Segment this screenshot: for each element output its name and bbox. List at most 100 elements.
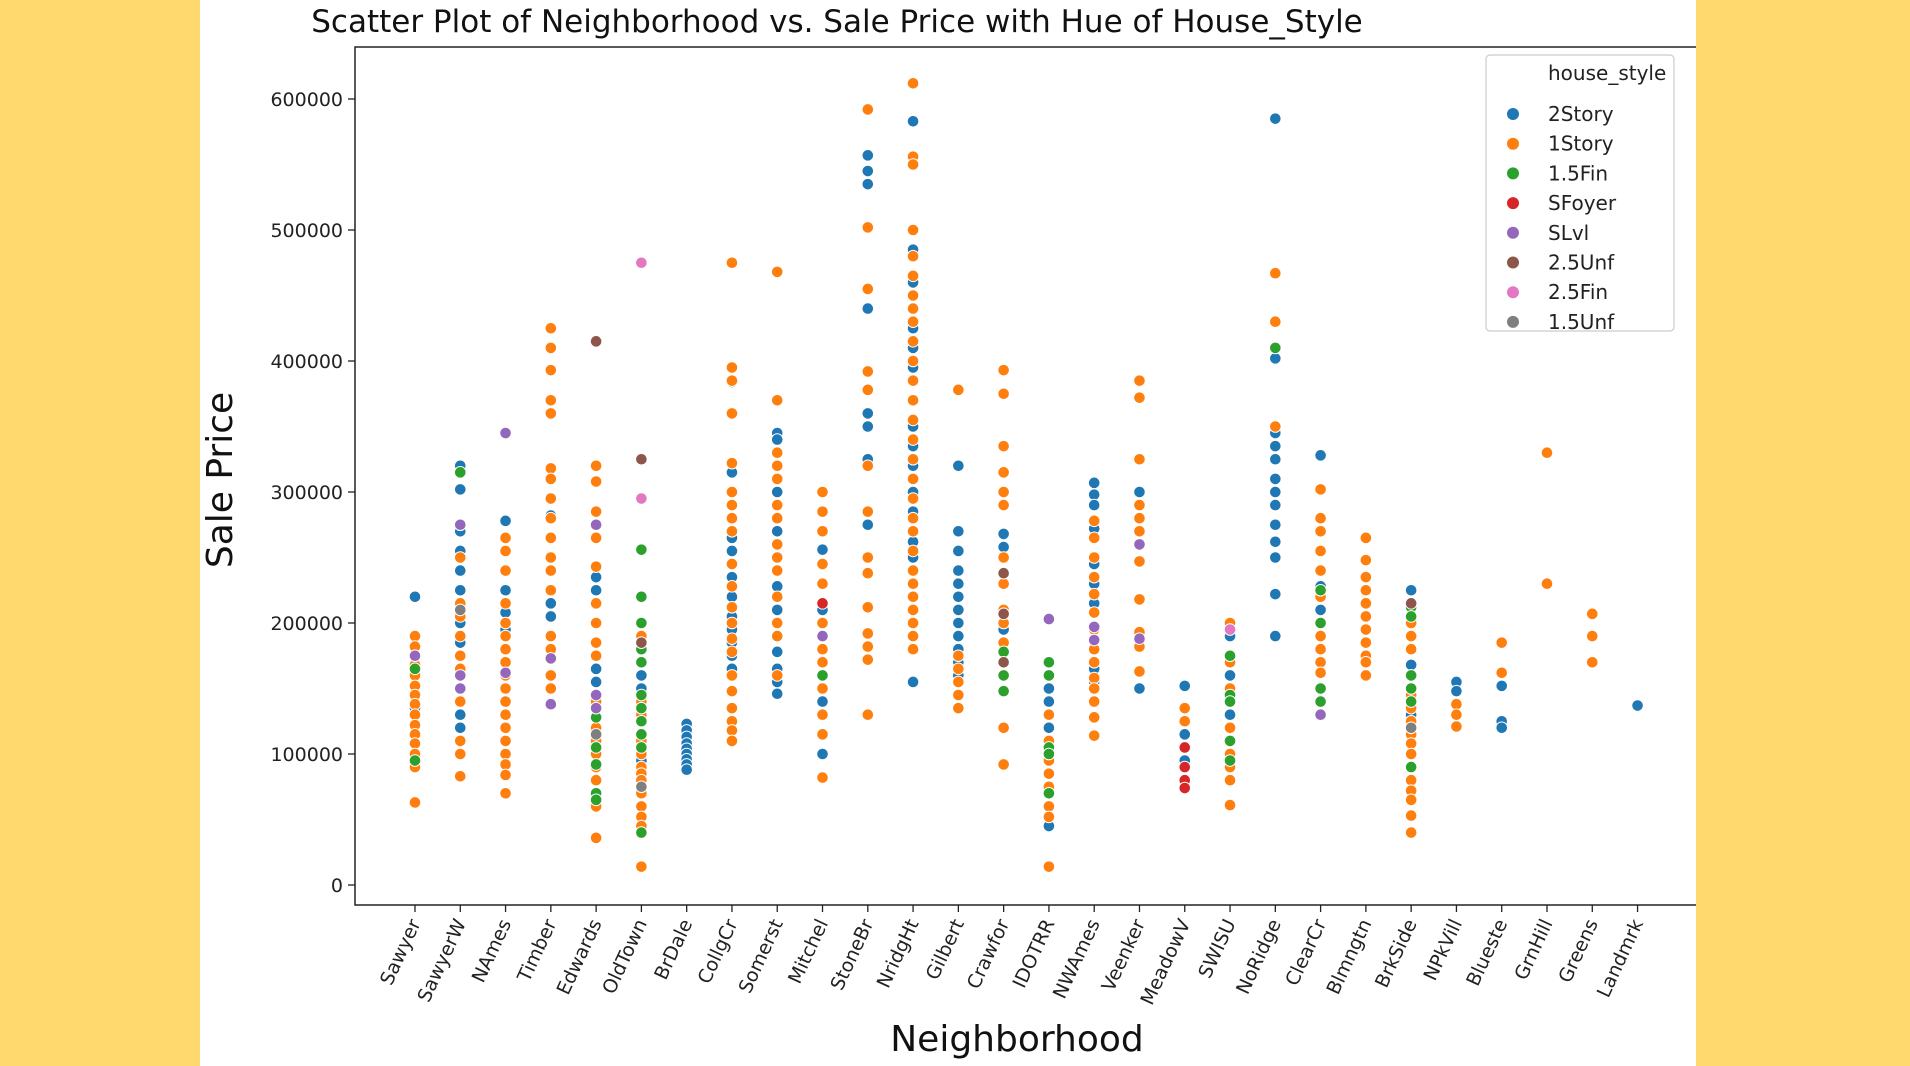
data-point: [816, 629, 829, 643]
data-point: [408, 590, 422, 604]
data-point: [1178, 781, 1192, 795]
data-point: [816, 543, 829, 556]
data-point: [544, 669, 558, 682]
data-point: [861, 149, 875, 162]
data-point: [816, 682, 829, 695]
data-point: [770, 511, 784, 525]
data-point: [499, 747, 512, 761]
data-point: [1087, 620, 1101, 634]
y-tick-label: 100000: [270, 744, 343, 766]
data-point: [816, 669, 829, 682]
data-point: [499, 768, 512, 782]
data-point: [589, 831, 603, 845]
data-point: [1178, 714, 1192, 728]
chart-title: Scatter Plot of Neighborhood vs. Sale Pr…: [311, 4, 1363, 40]
data-point: [952, 544, 965, 558]
data-point: [499, 583, 512, 597]
data-point: [1359, 570, 1373, 584]
legend-entry: 1.5Unf: [1548, 310, 1615, 334]
data-point: [725, 724, 739, 737]
data-point: [544, 682, 558, 695]
data-point: [1087, 587, 1101, 601]
data-point: [952, 649, 965, 663]
data-point: [1314, 666, 1327, 680]
data-point: [1585, 629, 1599, 643]
data-point: [816, 505, 829, 518]
data-point: [635, 826, 648, 839]
data-point: [1314, 616, 1327, 630]
data-point: [906, 249, 920, 263]
data-point: [453, 708, 467, 722]
data-point: [906, 452, 920, 466]
data-point: [408, 649, 422, 663]
data-point: [770, 498, 784, 512]
data-point: [725, 485, 739, 499]
data-point: [725, 616, 739, 630]
data-point: [816, 642, 829, 656]
data-point: [1359, 623, 1373, 636]
data-point: [1133, 525, 1146, 538]
data-point: [906, 675, 920, 689]
data-point: [1087, 711, 1101, 724]
legend-marker: [1506, 107, 1520, 121]
data-point: [1269, 112, 1282, 125]
data-point: [1314, 708, 1327, 722]
data-point: [1042, 682, 1056, 695]
data-point: [906, 472, 920, 486]
data-point: [544, 629, 558, 643]
data-point: [499, 682, 512, 695]
data-point: [453, 695, 467, 708]
data-point: [997, 363, 1010, 377]
data-point: [952, 564, 965, 577]
data-point: [952, 525, 965, 538]
data-point: [770, 551, 784, 564]
data-point: [589, 773, 603, 787]
x-tick-label: Blueste: [1462, 916, 1512, 990]
data-point: [1087, 656, 1101, 669]
data-point: [1631, 699, 1644, 712]
data-point: [635, 452, 648, 466]
legend-entry: SLvl: [1548, 221, 1589, 245]
data-point: [408, 708, 422, 722]
data-point: [589, 335, 603, 348]
data-point: [1178, 741, 1192, 754]
data-point: [635, 800, 648, 813]
data-point: [1269, 518, 1282, 532]
data-point: [906, 413, 920, 427]
data-point: [725, 632, 739, 646]
data-point: [1223, 734, 1237, 748]
data-point: [453, 769, 467, 783]
data-point: [1450, 684, 1463, 698]
data-point: [1269, 498, 1282, 512]
data-point: [997, 466, 1010, 479]
x-tick-label: NPkVill: [1420, 916, 1467, 984]
data-point: [1042, 747, 1056, 761]
data-point: [453, 649, 467, 663]
data-point: [725, 701, 739, 715]
x-tick-label: IDOTRR: [1009, 916, 1060, 992]
data-point: [453, 551, 467, 564]
data-point: [861, 640, 875, 653]
data-point: [997, 607, 1010, 621]
legend-box: [1485, 54, 1675, 332]
data-point: [1314, 603, 1327, 617]
data-point: [544, 583, 558, 597]
x-tick-label: CollgCr: [694, 916, 743, 988]
data-point: [725, 544, 739, 558]
data-point: [1223, 773, 1237, 787]
data-point: [770, 687, 784, 701]
data-point: [453, 583, 467, 597]
data-point: [1314, 682, 1327, 695]
data-point: [906, 616, 920, 630]
data-point: [1450, 720, 1463, 733]
data-point: [453, 564, 467, 577]
data-point: [589, 616, 603, 630]
data-point: [408, 754, 422, 767]
data-point: [997, 645, 1010, 659]
data-point: [589, 636, 603, 649]
data-point: [1314, 511, 1327, 525]
data-point: [770, 446, 784, 460]
data-point: [499, 426, 512, 440]
data-point: [1178, 728, 1192, 741]
data-point: [1269, 535, 1282, 549]
